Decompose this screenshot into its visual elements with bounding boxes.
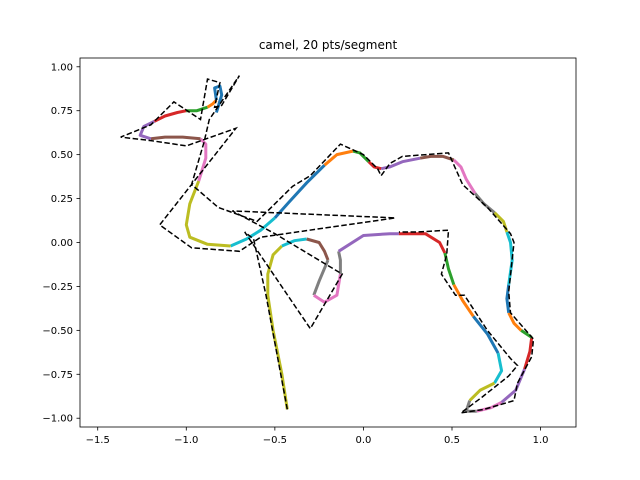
y-tick-label: −0.75 bbox=[42, 370, 73, 381]
plot-area bbox=[80, 58, 576, 427]
curve-segment-13 bbox=[468, 381, 496, 402]
curve-segment-10 bbox=[452, 283, 475, 318]
y-tick-label: 0.50 bbox=[51, 150, 73, 161]
curve-segment-20 bbox=[505, 284, 511, 313]
curve-segment-32 bbox=[184, 180, 231, 248]
curve-segment-11 bbox=[472, 315, 500, 354]
x-tick-label: −1.0 bbox=[174, 435, 198, 446]
y-tick-label: 0.00 bbox=[51, 238, 73, 249]
y-tick-label: 0.75 bbox=[51, 106, 73, 117]
x-tick-label: −1.5 bbox=[86, 435, 110, 446]
curve-segment-5 bbox=[312, 273, 342, 304]
y-tick-label: 1.00 bbox=[51, 62, 73, 73]
curve-segment-12 bbox=[493, 352, 504, 384]
curve-segment-8 bbox=[398, 232, 447, 254]
curve-segment-33 bbox=[197, 137, 208, 182]
curve-segment-36 bbox=[153, 109, 187, 123]
curve-segment-29 bbox=[323, 149, 354, 167]
curve-segment-25 bbox=[419, 154, 455, 162]
curve-segment-27 bbox=[367, 160, 382, 171]
curve-segment-2 bbox=[281, 237, 307, 248]
curve-segment-31 bbox=[229, 216, 276, 248]
y-axis: −1.00 −0.75 −0.50 −0.25 0.00 0.25 0.50 0.75 1.00 bbox=[42, 62, 80, 425]
curve-segment-4 bbox=[312, 259, 330, 296]
control-polygon-layer bbox=[120, 75, 535, 414]
curve-segment-35 bbox=[138, 119, 156, 141]
x-tick-label: 1.0 bbox=[533, 435, 549, 446]
curve-segment-37 bbox=[186, 105, 208, 113]
x-axis: −1.5 −1.0 −0.5 0.0 0.5 1.0 bbox=[86, 427, 549, 446]
curve-segment-7 bbox=[337, 232, 399, 253]
y-tick-label: 0.25 bbox=[51, 194, 73, 205]
y-tick-label: −0.50 bbox=[42, 326, 73, 337]
curve-segment-34 bbox=[150, 135, 201, 141]
curve-segment-3 bbox=[306, 237, 330, 261]
control-polygon bbox=[120, 75, 535, 414]
curve-segment-18 bbox=[520, 329, 533, 339]
curve-segment-17 bbox=[523, 337, 534, 370]
y-tick-label: −1.00 bbox=[42, 414, 73, 425]
x-tick-label: −0.5 bbox=[263, 435, 287, 446]
curve-segment-24 bbox=[452, 158, 477, 195]
curve-segment-26 bbox=[380, 156, 421, 171]
curve-segment-19 bbox=[507, 312, 523, 332]
x-tick-label: 0.0 bbox=[355, 435, 371, 446]
x-tick-label: 0.5 bbox=[444, 435, 460, 446]
chart-title: camel, 20 pts/segment bbox=[259, 38, 398, 52]
curve-segment-1 bbox=[266, 244, 289, 410]
curve-segment-30 bbox=[273, 164, 326, 219]
curve-segment-6 bbox=[337, 250, 342, 275]
y-tick-label: −0.25 bbox=[42, 282, 73, 293]
